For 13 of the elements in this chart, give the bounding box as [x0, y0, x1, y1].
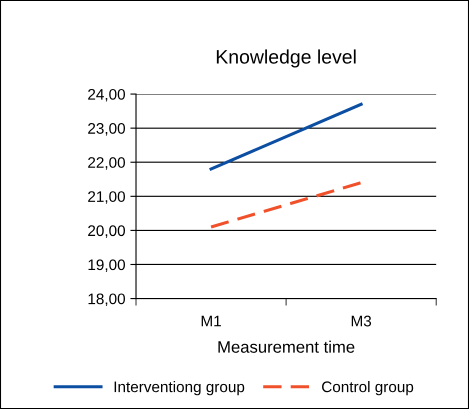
- x-axis-title: Measurement time: [218, 340, 354, 353]
- legend-label: Control group: [322, 381, 414, 396]
- y-tick-label: 21,00: [88, 191, 125, 204]
- legend-label: Interventiong group: [114, 381, 244, 396]
- x-tick-label: M1: [202, 316, 221, 326]
- x-tick-label: M3: [352, 316, 372, 326]
- y-tick-label: 22,00: [88, 157, 125, 170]
- y-tick-label: 19,00: [88, 259, 125, 272]
- y-tick-label: 20,00: [88, 225, 125, 238]
- y-tick-label: 23,00: [88, 123, 125, 136]
- y-tick-label: 18,00: [88, 293, 125, 306]
- chart-title: Knowledge level: [216, 49, 356, 68]
- y-tick-label: 24,00: [88, 88, 125, 102]
